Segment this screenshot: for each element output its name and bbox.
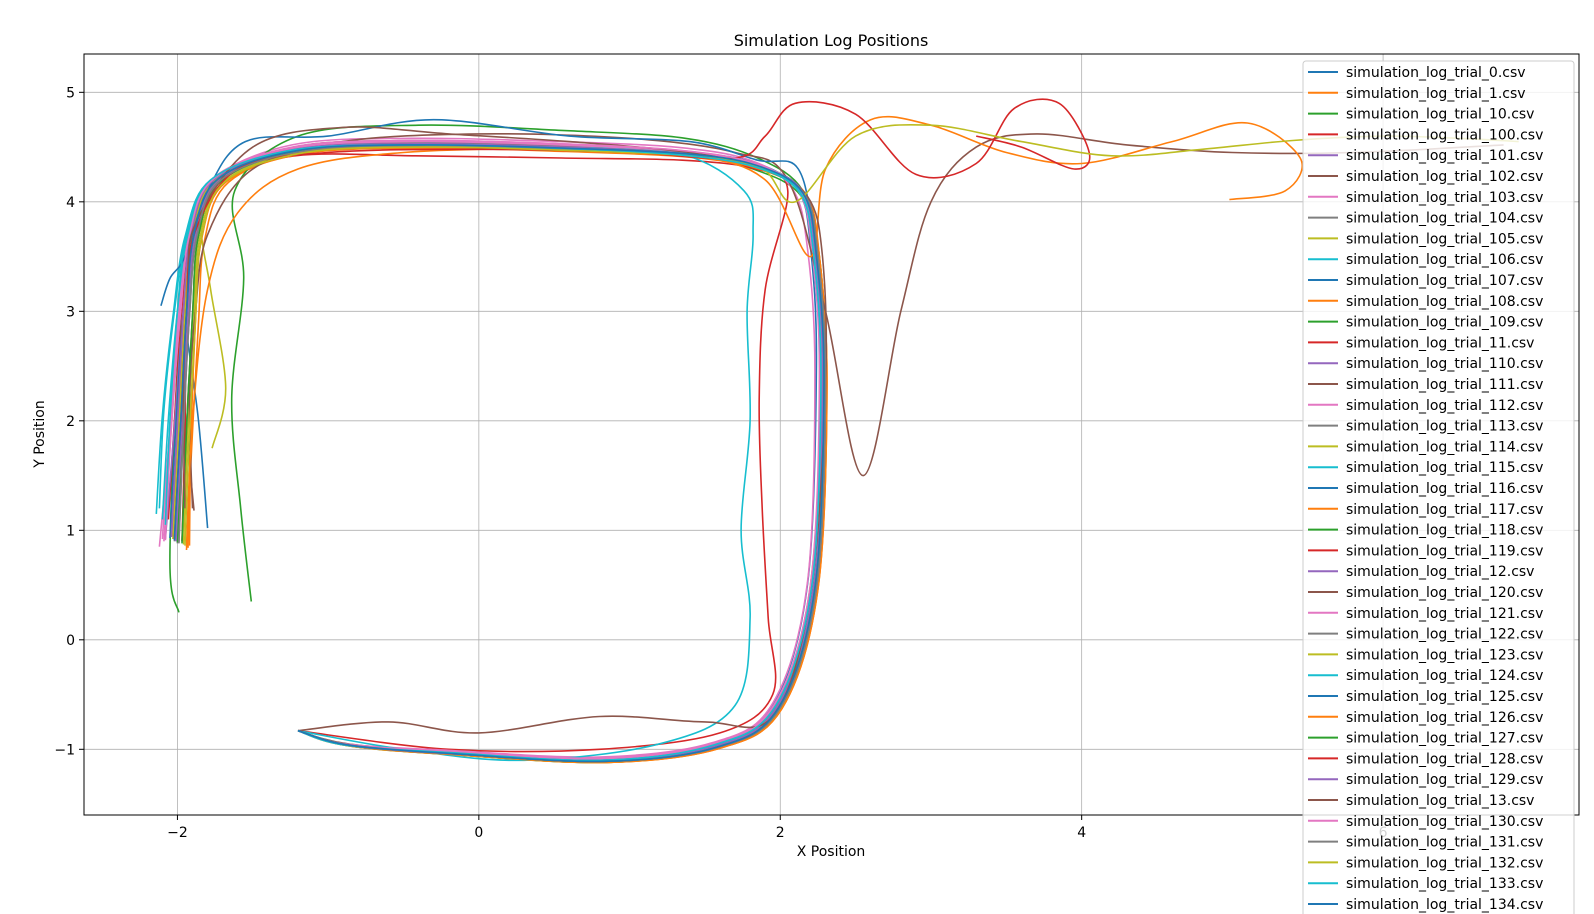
legend-label: simulation_log_trial_102.csv — [1346, 169, 1543, 185]
legend: simulation_log_trial_0.csv simulation_log… — [1302, 60, 1575, 914]
legend-label: simulation_log_trial_11.csv — [1346, 335, 1534, 351]
legend-label: simulation_log_trial_1.csv — [1346, 86, 1526, 102]
legend-label: simulation_log_trial_121.csv — [1346, 606, 1543, 622]
x-tick-label: 4 — [1077, 825, 1086, 841]
legend-label: simulation_log_trial_10.csv — [1346, 107, 1534, 123]
legend-label: simulation_log_trial_122.csv — [1346, 627, 1543, 643]
legend-label: simulation_log_trial_114.csv — [1346, 439, 1543, 455]
legend-label: simulation_log_trial_120.csv — [1346, 585, 1543, 601]
legend-label: simulation_log_trial_104.csv — [1346, 211, 1543, 227]
y-tick-label: 3 — [66, 304, 75, 320]
y-tick-label: 4 — [66, 195, 75, 211]
y-tick-label: 1 — [66, 523, 75, 539]
legend-label: simulation_log_trial_115.csv — [1346, 460, 1543, 476]
series-line — [185, 115, 1303, 547]
legend-label: simulation_log_trial_110.csv — [1346, 356, 1543, 372]
legend-label: simulation_log_trial_123.csv — [1346, 647, 1543, 663]
y-tick-label: 2 — [66, 414, 75, 430]
series-line — [173, 144, 825, 763]
series-lines — [155, 98, 1519, 764]
legend-label: simulation_log_trial_103.csv — [1346, 190, 1543, 206]
legend-box — [1302, 60, 1575, 914]
legend-label: simulation_log_trial_127.csv — [1346, 731, 1543, 747]
legend-label: simulation_log_trial_12.csv — [1346, 564, 1534, 580]
x-tick-label: 2 — [776, 825, 785, 841]
y-axis-label: Y Position — [32, 400, 48, 469]
legend-label: simulation_log_trial_130.csv — [1346, 814, 1543, 830]
x-tick-label: 0 — [474, 825, 483, 841]
legend-label: simulation_log_trial_132.csv — [1346, 855, 1543, 871]
legend-label: simulation_log_trial_107.csv — [1346, 273, 1543, 289]
legend-label: simulation_log_trial_0.csv — [1346, 65, 1526, 81]
legend-label: simulation_log_trial_100.csv — [1346, 127, 1543, 143]
series-line — [164, 144, 822, 762]
y-tick-label: −1 — [54, 742, 75, 758]
legend-label: simulation_log_trial_13.csv — [1346, 793, 1534, 809]
legend-label: simulation_log_trial_134.csv — [1346, 897, 1543, 913]
legend-label: simulation_log_trial_128.csv — [1346, 751, 1543, 767]
legend-label: simulation_log_trial_116.csv — [1346, 481, 1543, 497]
x-axis-label: X Position — [797, 844, 866, 860]
legend-label: simulation_log_trial_109.csv — [1346, 315, 1543, 331]
legend-label: simulation_log_trial_118.csv — [1346, 523, 1543, 539]
chart-title: Simulation Log Positions — [734, 31, 929, 50]
legend-label: simulation_log_trial_125.csv — [1346, 689, 1543, 705]
y-tick-label: 0 — [66, 633, 75, 649]
legend-label: simulation_log_trial_129.csv — [1346, 772, 1543, 788]
y-tick-label: 5 — [66, 85, 75, 101]
legend-label: simulation_log_trial_131.csv — [1346, 835, 1543, 851]
legend-label: simulation_log_trial_106.csv — [1346, 252, 1543, 268]
legend-label: simulation_log_trial_108.csv — [1346, 294, 1543, 310]
x-tick-label: −2 — [167, 825, 188, 841]
legend-label: simulation_log_trial_124.csv — [1346, 668, 1543, 684]
legend-label: simulation_log_trial_112.csv — [1346, 398, 1543, 414]
legend-label: simulation_log_trial_133.csv — [1346, 876, 1543, 892]
legend-label: simulation_log_trial_111.csv — [1346, 377, 1543, 393]
legend-label: simulation_log_trial_105.csv — [1346, 231, 1543, 247]
legend-label: simulation_log_trial_101.csv — [1346, 148, 1543, 164]
legend-label: simulation_log_trial_119.csv — [1346, 543, 1543, 559]
plot-frame — [83, 53, 1580, 816]
legend-label: simulation_log_trial_117.csv — [1346, 502, 1543, 518]
legend-label: simulation_log_trial_113.csv — [1346, 419, 1543, 435]
legend-label: simulation_log_trial_126.csv — [1346, 710, 1543, 726]
